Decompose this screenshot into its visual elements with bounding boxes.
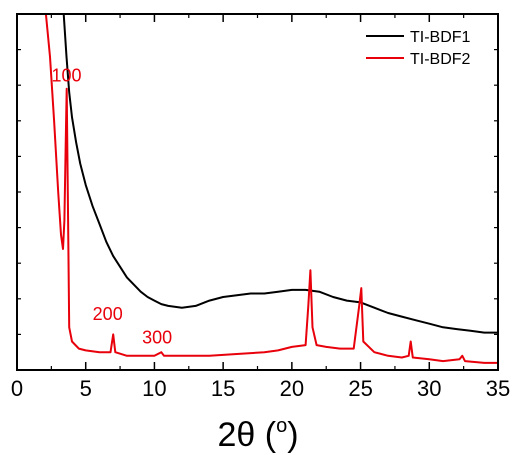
peak-label: 200 [93, 304, 123, 324]
plot-lines [44, 14, 498, 364]
series-line-2 [44, 14, 498, 364]
x-tick-label: 15 [211, 376, 235, 401]
x-tick-label: 5 [80, 376, 92, 401]
peak-label: 300 [142, 327, 172, 347]
x-tick-label: 30 [417, 376, 441, 401]
peak-label: 100 [51, 66, 81, 86]
x-axis-tick-labels: 0 5 10 15 20 25 30 35 [11, 376, 510, 401]
x-tick-label: 10 [142, 376, 166, 401]
series-line-1 [62, 14, 498, 334]
legend-label: TI-BDF1 [410, 29, 471, 46]
x-tick-label: 0 [11, 376, 23, 401]
x-tick-label: 35 [486, 376, 510, 401]
x-tick-label: 25 [348, 376, 372, 401]
x-tick-label: 20 [280, 376, 304, 401]
peak-annotations: 100 200 300 [51, 66, 172, 348]
legend-label: TI-BDF2 [410, 51, 471, 68]
x-axis-label: 2θ (o) [217, 415, 298, 454]
legend: TI-BDF1 TI-BDF2 [366, 29, 471, 68]
x-axis-ticks [16, 14, 499, 370]
